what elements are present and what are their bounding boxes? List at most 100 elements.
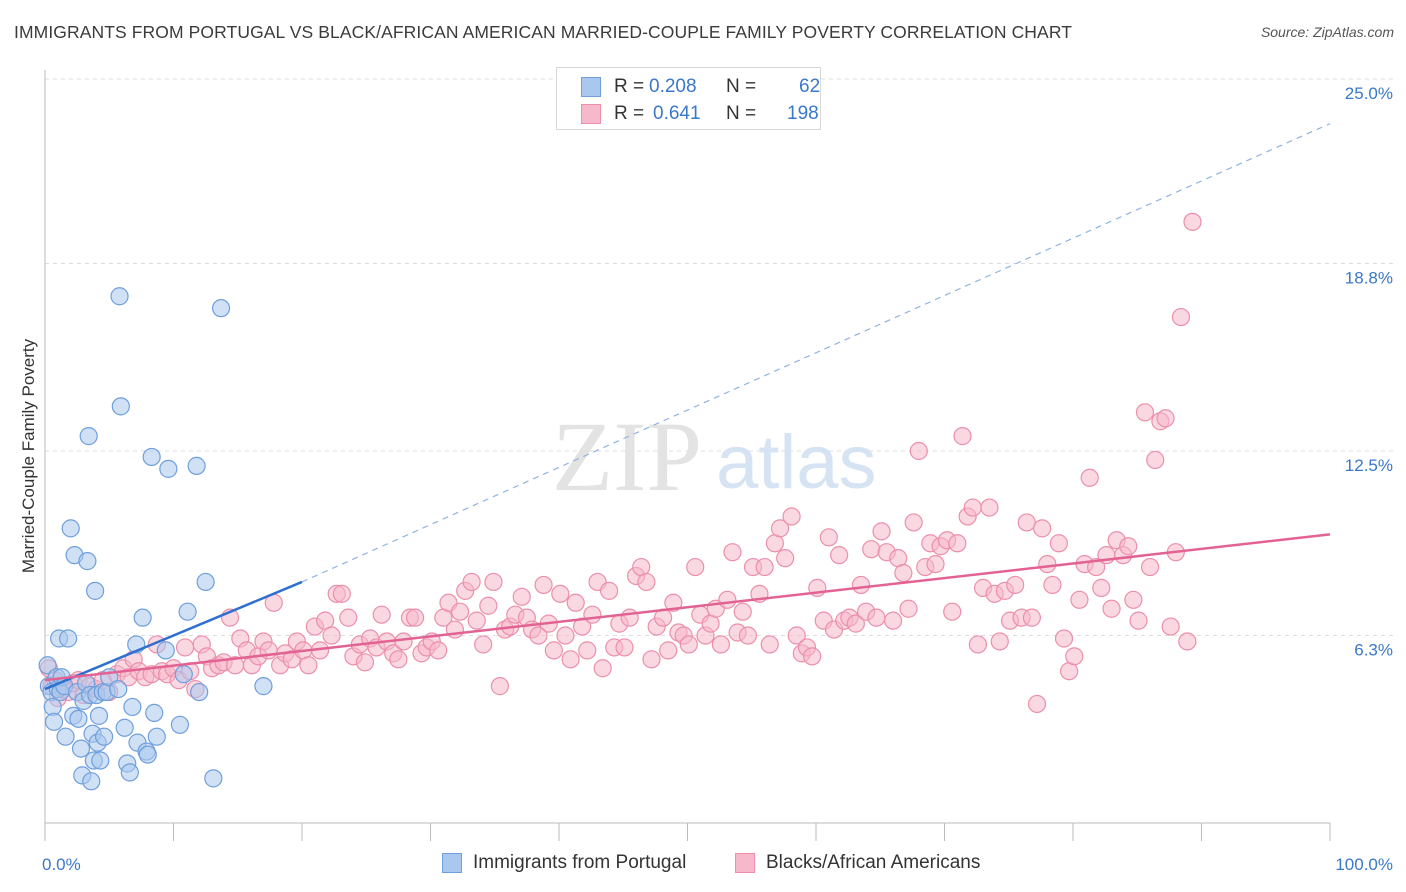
data-point-blue — [71, 739, 91, 758]
data-point-pink — [718, 590, 737, 609]
data-point-pink — [620, 608, 639, 627]
data-point-pink — [450, 602, 470, 621]
trend-line-blue-extension — [301, 123, 1331, 583]
data-point-blue — [159, 459, 178, 478]
data-point-pink — [1146, 450, 1165, 470]
tick-labels: 6.3% 12.5% 18.8% 25.0% 0.0% 100.0% — [42, 84, 1393, 874]
data-point-pink — [299, 656, 318, 675]
data-point-pink — [899, 599, 918, 618]
data-point-pink — [578, 641, 597, 660]
data-point-pink — [776, 549, 795, 568]
data-point-blue — [133, 608, 152, 627]
data-point-blue — [86, 581, 105, 600]
data-point-pink — [770, 519, 790, 538]
data-point-pink — [561, 650, 580, 669]
data-point-pink — [1054, 629, 1074, 648]
data-point-pink — [394, 632, 413, 651]
bottom-legend-label: Blacks/African Americans — [766, 852, 981, 873]
data-point-blue — [95, 727, 114, 746]
data-point-pink — [963, 498, 982, 517]
data-point-pink — [787, 626, 806, 645]
data-point-pink — [659, 641, 678, 660]
data-point-pink — [566, 593, 585, 612]
y-tick-label: 18.8% — [1345, 269, 1393, 288]
data-point-pink — [723, 543, 742, 562]
data-point-pink — [1135, 403, 1155, 422]
trend-line-pink — [44, 533, 1331, 682]
data-point-pink — [1006, 575, 1025, 595]
data-point-pink — [1171, 307, 1191, 327]
bottom-legend-label: Immigrants from Portugal — [473, 852, 687, 873]
data-point-pink — [600, 581, 619, 600]
data-point-pink — [1124, 590, 1143, 609]
data-point-blue — [196, 572, 215, 592]
data-point-pink — [782, 507, 801, 526]
data-point-blue — [120, 763, 139, 782]
y-tick-label: 6.3% — [1354, 641, 1393, 660]
data-point-pink — [1080, 468, 1099, 487]
data-point-pink — [484, 572, 503, 592]
data-point-pink — [1038, 554, 1057, 574]
data-point-pink — [851, 575, 871, 595]
data-point-pink — [1087, 557, 1106, 577]
data-point-pink — [593, 659, 612, 678]
data-point-pink — [1119, 537, 1138, 556]
data-point-pink — [909, 441, 928, 461]
gridlines — [45, 78, 1395, 637]
data-point-pink — [175, 638, 195, 657]
data-point-pink — [980, 498, 999, 517]
data-point-pink — [755, 557, 774, 577]
data-point-pink — [1027, 694, 1047, 714]
legend-swatch-pink — [581, 104, 601, 124]
data-point-blue — [170, 715, 190, 734]
data-point-pink — [479, 596, 498, 615]
data-point-blue — [82, 772, 101, 791]
data-point-pink — [1102, 599, 1121, 618]
y-tick-label: 25.0% — [1345, 84, 1393, 103]
x-tick-label: 100.0% — [1335, 855, 1393, 874]
legend-r-value: 0.641 — [653, 103, 701, 124]
data-point-pink — [1183, 212, 1202, 231]
data-point-pink — [1156, 409, 1175, 428]
legend-swatch-blue — [581, 77, 601, 97]
data-point-blue — [115, 718, 134, 737]
data-point-pink — [819, 528, 838, 547]
data-point-pink — [389, 650, 408, 669]
data-point-blue — [78, 552, 97, 571]
legend-n-value: 62 — [799, 76, 821, 97]
data-point-blue — [110, 287, 129, 306]
data-point-blue — [254, 677, 273, 696]
data-point-blue — [44, 712, 64, 731]
data-point-pink — [1033, 519, 1052, 538]
data-point-pink — [1161, 617, 1180, 636]
data-point-pink — [679, 635, 698, 654]
data-point-blue — [156, 641, 175, 660]
data-point-pink — [615, 638, 634, 657]
data-point-blue — [138, 745, 157, 764]
data-point-pink — [968, 635, 988, 654]
data-point-pink — [332, 584, 351, 603]
data-point-pink — [1178, 632, 1197, 651]
data-point-pink — [474, 635, 493, 654]
data-point-pink — [462, 572, 481, 592]
data-point-pink — [534, 575, 553, 595]
data-point-pink — [846, 614, 865, 633]
correlation-legend: R = 0.208 N = 62 R = 0.641 N = 198 — [556, 67, 821, 130]
data-point-pink — [490, 677, 509, 696]
data-point-pink — [872, 522, 891, 541]
bottom-legend-swatch-pink — [735, 853, 755, 873]
data-point-pink — [894, 563, 913, 583]
data-point-pink — [551, 584, 570, 603]
data-point-pink — [830, 546, 849, 565]
data-point-pink — [1022, 608, 1041, 627]
data-point-pink — [556, 626, 575, 645]
x-tick-label: 0.0% — [42, 855, 81, 874]
legend-r-label: R = — [614, 103, 645, 124]
trend-line-blue — [44, 580, 303, 691]
watermark: ZIP atlas — [552, 401, 877, 512]
data-point-pink — [339, 608, 358, 627]
data-point-blue — [69, 709, 88, 728]
data-point-pink — [1049, 534, 1068, 553]
data-point-pink — [883, 611, 903, 630]
data-point-blue — [59, 629, 78, 648]
